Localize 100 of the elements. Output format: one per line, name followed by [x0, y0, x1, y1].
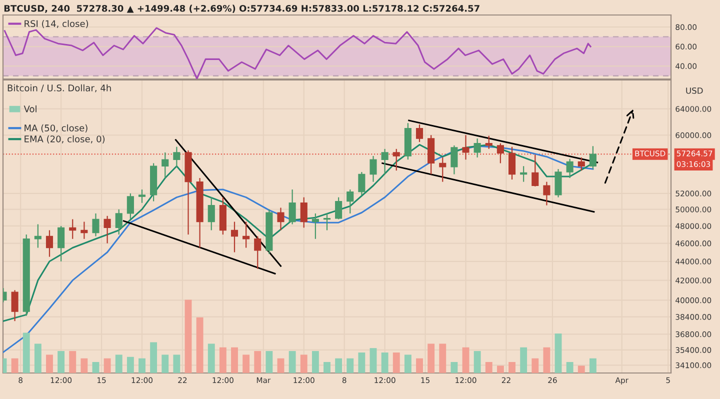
- candlestick: [578, 156, 585, 172]
- bar: [115, 354, 122, 373]
- bar: [46, 354, 53, 373]
- bar: [485, 362, 492, 373]
- bar: [439, 344, 446, 373]
- chart-title: BTCUSD, 240 57278.30 ▲ +1499.48 (+2.69%) O:57734.69 H:57833.00 L:57178.12 C:57264.57: [4, 4, 480, 13]
- bar: [474, 351, 481, 373]
- bar: [150, 342, 158, 373]
- candlestick: [346, 188, 354, 214]
- bar: [162, 354, 169, 373]
- bar: [312, 351, 319, 373]
- candlestick: [416, 124, 424, 143]
- bar: [196, 317, 204, 373]
- candlestick: [358, 171, 366, 196]
- bar: [22, 332, 30, 373]
- bar: [450, 362, 458, 373]
- bar: [370, 348, 377, 373]
- candlestick: [242, 221, 250, 248]
- chart-subtitle: Bitcoin / U.S. Dollar, 4h: [8, 84, 111, 92]
- candlestick: [80, 221, 88, 240]
- candlestick: [34, 224, 42, 248]
- bar: [11, 358, 18, 373]
- bar: [335, 358, 342, 373]
- bar: [288, 351, 296, 373]
- bar: [496, 366, 504, 373]
- candlestick: [543, 181, 550, 206]
- legend-label: MA (50, close): [24, 124, 88, 132]
- bar: [381, 352, 388, 373]
- bar: [69, 351, 76, 373]
- candlestick: [115, 208, 122, 236]
- bar: [208, 344, 215, 373]
- bar: [520, 347, 528, 373]
- bar: [254, 351, 262, 373]
- bar: [34, 344, 42, 373]
- bar: [266, 351, 273, 373]
- candlestick: [58, 225, 65, 262]
- candlestick: [566, 158, 574, 179]
- candlestick: [300, 196, 308, 228]
- bar: [404, 354, 412, 373]
- candlestick: [335, 196, 342, 220]
- candlestick: [462, 134, 470, 160]
- bar: [554, 333, 562, 373]
- legend-label: Vol: [24, 105, 36, 112]
- candlestick: [11, 290, 18, 322]
- candlestick: [208, 196, 215, 231]
- candlestick: [126, 192, 134, 220]
- candlestick: [381, 148, 388, 175]
- legend-label: RSI (14, close): [24, 20, 88, 28]
- candlestick: [138, 188, 146, 204]
- bar: [277, 358, 284, 373]
- bar: [508, 362, 516, 373]
- bar: [300, 354, 308, 373]
- bar: [578, 366, 585, 373]
- bar: [219, 347, 226, 373]
- candlestick: [392, 148, 400, 172]
- candlestick: [46, 230, 54, 258]
- bar: [462, 347, 470, 373]
- bar: [566, 362, 574, 373]
- bar: [80, 358, 88, 373]
- candlestick: [520, 166, 528, 182]
- candlestick: [554, 168, 562, 198]
- candlestick: [485, 135, 492, 150]
- candlestick: [92, 212, 100, 237]
- bar: [358, 352, 366, 373]
- bar: [416, 358, 423, 373]
- bar: [242, 354, 250, 373]
- bar: [104, 358, 111, 373]
- bar: [324, 362, 330, 373]
- candlestick: [230, 221, 238, 253]
- candlestick: [69, 218, 76, 240]
- bar: [92, 362, 100, 373]
- candlestick: [450, 144, 458, 175]
- bar: [532, 358, 539, 373]
- candlestick: [312, 212, 319, 240]
- candlestick: [508, 146, 516, 180]
- candlestick: [474, 138, 481, 158]
- candlestick: [104, 215, 111, 244]
- candlestick: [277, 207, 284, 231]
- candlestick: [288, 188, 296, 225]
- candlestick: [254, 236, 262, 270]
- candlestick: [589, 146, 596, 170]
- bar: [126, 356, 134, 373]
- candlestick: [370, 155, 377, 182]
- legend-label: EMA (20, close, 0): [24, 135, 105, 144]
- candlestick: [532, 154, 539, 187]
- bar: [392, 352, 400, 373]
- bar: [543, 347, 550, 373]
- bar: [173, 354, 180, 373]
- bar: [184, 300, 192, 373]
- candlestick: [323, 212, 331, 231]
- bar: [231, 347, 238, 373]
- candlestick: [173, 146, 180, 168]
- candlestick: [439, 156, 446, 182]
- candlestick: [162, 152, 169, 179]
- bar: [138, 358, 146, 373]
- bar: [589, 358, 596, 373]
- bar: [58, 351, 65, 373]
- y-axis-title: USD: [686, 87, 703, 94]
- bar: [346, 358, 354, 373]
- bar: [428, 344, 435, 373]
